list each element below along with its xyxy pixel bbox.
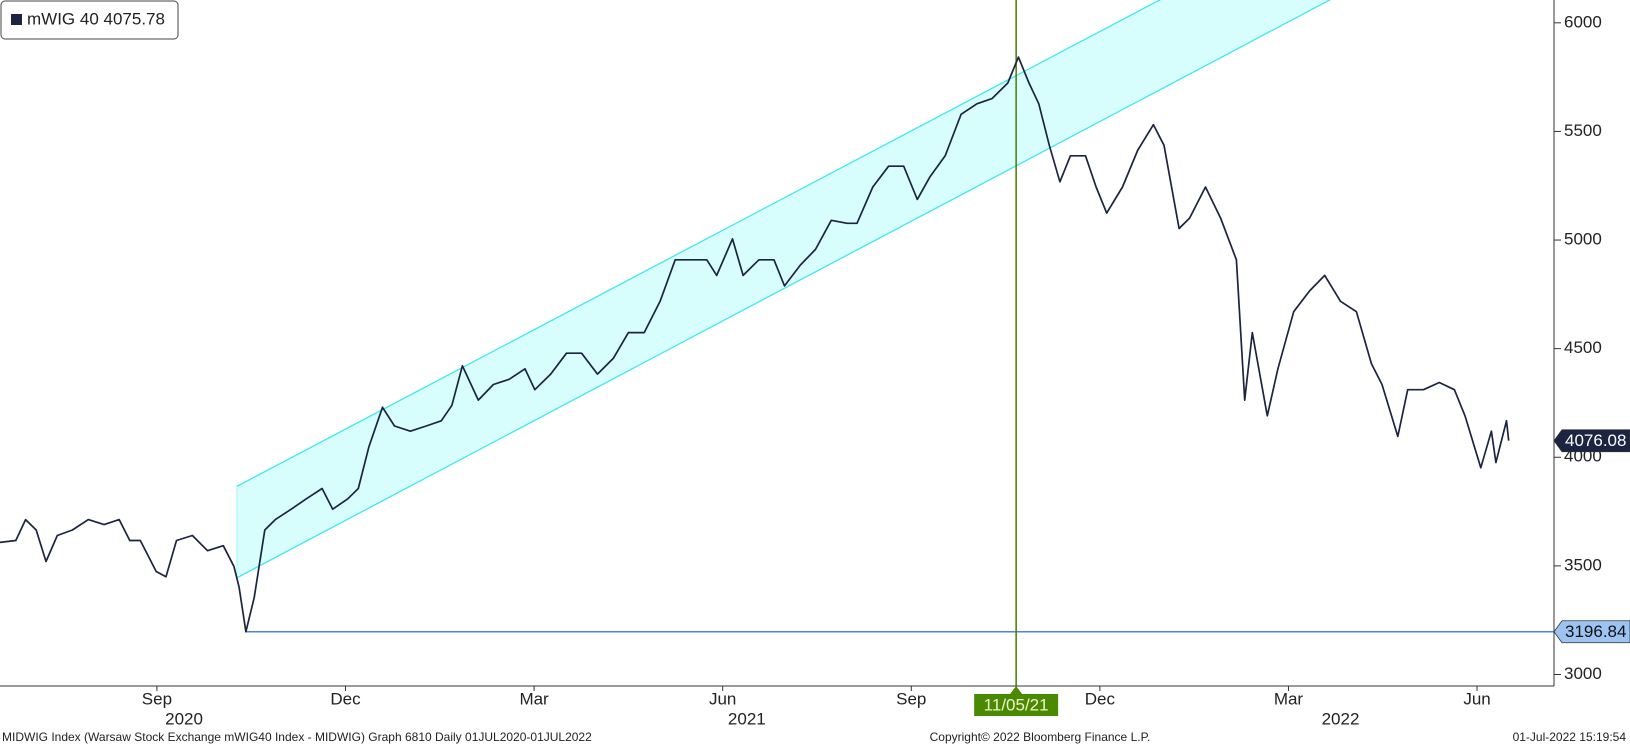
- footer-right: 01-Jul-2022 15:19:54: [1513, 730, 1627, 744]
- last-tag: 4076.08: [1565, 431, 1626, 450]
- year-label: 2021: [728, 709, 766, 728]
- year-label: 2020: [165, 709, 203, 728]
- legend-label: mWIG 40 4075.78: [27, 9, 165, 28]
- marker-arrow: [1010, 686, 1023, 694]
- y-tick-label: 3500: [1564, 555, 1602, 574]
- x-tick-label: Jun: [1463, 689, 1490, 708]
- channel-lower: [236, 0, 1332, 579]
- y-tick-label: 5000: [1564, 230, 1602, 249]
- plot-area: [0, 0, 1554, 686]
- y-tick-label: 5500: [1564, 121, 1602, 140]
- x-tick-label: Mar: [1274, 689, 1304, 708]
- x-tick-label: Sep: [142, 689, 172, 708]
- x-tick-label: Dec: [1085, 689, 1116, 708]
- x-tick-label: Mar: [519, 689, 549, 708]
- last-tag-bg: [1553, 429, 1630, 453]
- y-tick-label: 3000: [1564, 664, 1602, 683]
- x-tick-label: Sep: [896, 689, 926, 708]
- x-tick-label: Dec: [330, 689, 361, 708]
- legend-swatch: [11, 14, 22, 25]
- min-tag: 3196.84: [1565, 622, 1626, 641]
- y-tick-label: 6000: [1564, 12, 1602, 31]
- footer-left: MIDWIG Index (Warsaw Stock Exchange mWIG…: [2, 730, 592, 744]
- channel-band: [236, 0, 1330, 578]
- legend-box: [0, 0, 179, 40]
- marker-label: 11/05/21: [984, 695, 1049, 714]
- channel-upper: [236, 0, 1161, 487]
- footer-center: Copyright© 2022 Bloomberg Finance L.P.: [930, 730, 1151, 744]
- year-label: 2022: [1322, 709, 1360, 728]
- y-tick-label: 4500: [1564, 338, 1602, 357]
- min-tag-bg: [1553, 620, 1630, 644]
- marker-label-bg: [974, 694, 1059, 716]
- x-tick-label: Jun: [709, 689, 736, 708]
- series-line: [0, 56, 1510, 633]
